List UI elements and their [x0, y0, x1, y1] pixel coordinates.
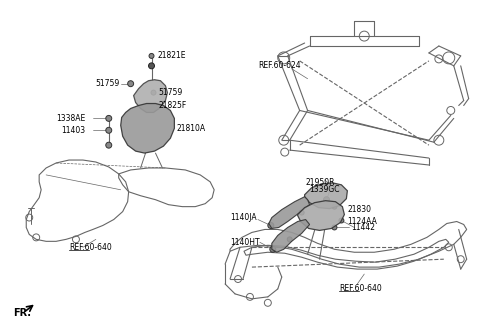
Polygon shape: [298, 201, 344, 231]
Text: 21950R: 21950R: [306, 178, 335, 187]
Text: 21821E: 21821E: [157, 51, 186, 60]
Circle shape: [148, 63, 155, 69]
Text: REF.60-624: REF.60-624: [258, 61, 300, 70]
Text: 1140JA: 1140JA: [230, 213, 257, 222]
Text: 1338AE: 1338AE: [56, 114, 85, 123]
Text: 21830: 21830: [348, 205, 372, 214]
Text: FR.: FR.: [13, 308, 31, 318]
Text: 21810A: 21810A: [176, 124, 205, 133]
Circle shape: [270, 246, 276, 252]
Text: REF.60-640: REF.60-640: [339, 284, 382, 294]
Circle shape: [106, 127, 112, 133]
Circle shape: [299, 210, 304, 215]
Text: 1339GC: 1339GC: [310, 185, 340, 194]
Circle shape: [287, 237, 292, 242]
Circle shape: [332, 225, 337, 230]
Circle shape: [339, 218, 344, 223]
Text: REF.60-640: REF.60-640: [69, 243, 112, 252]
Polygon shape: [269, 197, 310, 228]
Polygon shape: [120, 104, 174, 153]
Circle shape: [268, 222, 274, 228]
Polygon shape: [305, 183, 348, 209]
Circle shape: [149, 53, 154, 58]
Text: 11403: 11403: [61, 126, 85, 135]
Text: 11442: 11442: [351, 223, 375, 232]
Circle shape: [151, 90, 156, 95]
Polygon shape: [133, 80, 168, 113]
Text: 1124AA: 1124AA: [348, 217, 377, 226]
Text: 1140HT: 1140HT: [230, 238, 260, 247]
Circle shape: [106, 142, 112, 148]
Text: 51759: 51759: [158, 88, 183, 97]
Circle shape: [324, 197, 329, 203]
Circle shape: [106, 115, 112, 121]
Circle shape: [332, 204, 337, 209]
Text: 21825F: 21825F: [158, 101, 187, 110]
Circle shape: [128, 81, 133, 87]
Polygon shape: [272, 219, 310, 252]
Text: 51759: 51759: [96, 79, 120, 88]
